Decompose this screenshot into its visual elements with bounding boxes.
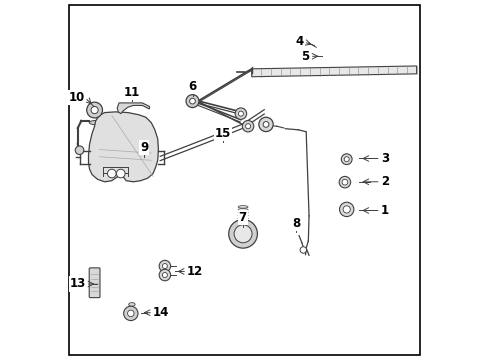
Text: 10: 10 (68, 91, 85, 104)
Circle shape (185, 95, 199, 108)
Circle shape (234, 225, 251, 243)
Circle shape (258, 117, 273, 132)
Circle shape (344, 157, 348, 162)
Ellipse shape (238, 217, 247, 220)
Polygon shape (117, 103, 149, 114)
Text: 3: 3 (380, 152, 388, 165)
Circle shape (162, 264, 167, 269)
Text: 9: 9 (140, 141, 148, 154)
Circle shape (339, 202, 353, 217)
Circle shape (127, 310, 134, 317)
Circle shape (343, 206, 349, 213)
Circle shape (235, 108, 246, 120)
Circle shape (189, 98, 195, 104)
Text: 14: 14 (153, 306, 169, 319)
Text: 11: 11 (123, 86, 140, 99)
Ellipse shape (238, 206, 247, 208)
Circle shape (242, 121, 253, 132)
Text: 15: 15 (214, 127, 231, 140)
Text: 5: 5 (301, 50, 309, 63)
Circle shape (75, 146, 83, 154)
Circle shape (228, 220, 257, 248)
Circle shape (341, 154, 351, 165)
Circle shape (159, 260, 170, 272)
Circle shape (91, 107, 98, 114)
Circle shape (159, 269, 170, 281)
Ellipse shape (238, 208, 247, 211)
Circle shape (245, 124, 250, 129)
Polygon shape (88, 112, 158, 182)
Circle shape (123, 306, 138, 320)
Circle shape (238, 111, 243, 116)
Text: 1: 1 (380, 204, 388, 217)
Text: 2: 2 (380, 175, 388, 188)
Text: 12: 12 (187, 265, 203, 278)
Circle shape (162, 273, 167, 278)
Circle shape (263, 122, 268, 127)
Ellipse shape (89, 121, 103, 125)
Circle shape (116, 169, 125, 178)
Text: 13: 13 (70, 278, 86, 291)
Ellipse shape (238, 214, 247, 217)
Text: 4: 4 (295, 35, 303, 49)
Text: 6: 6 (188, 80, 196, 93)
Circle shape (86, 102, 102, 118)
Circle shape (339, 176, 350, 188)
Ellipse shape (128, 303, 135, 306)
Text: 7: 7 (238, 211, 246, 224)
Text: 8: 8 (292, 216, 300, 230)
Circle shape (341, 179, 347, 185)
Circle shape (300, 247, 306, 253)
FancyBboxPatch shape (89, 268, 100, 298)
Circle shape (107, 169, 116, 178)
Polygon shape (251, 66, 416, 77)
Ellipse shape (238, 211, 247, 214)
